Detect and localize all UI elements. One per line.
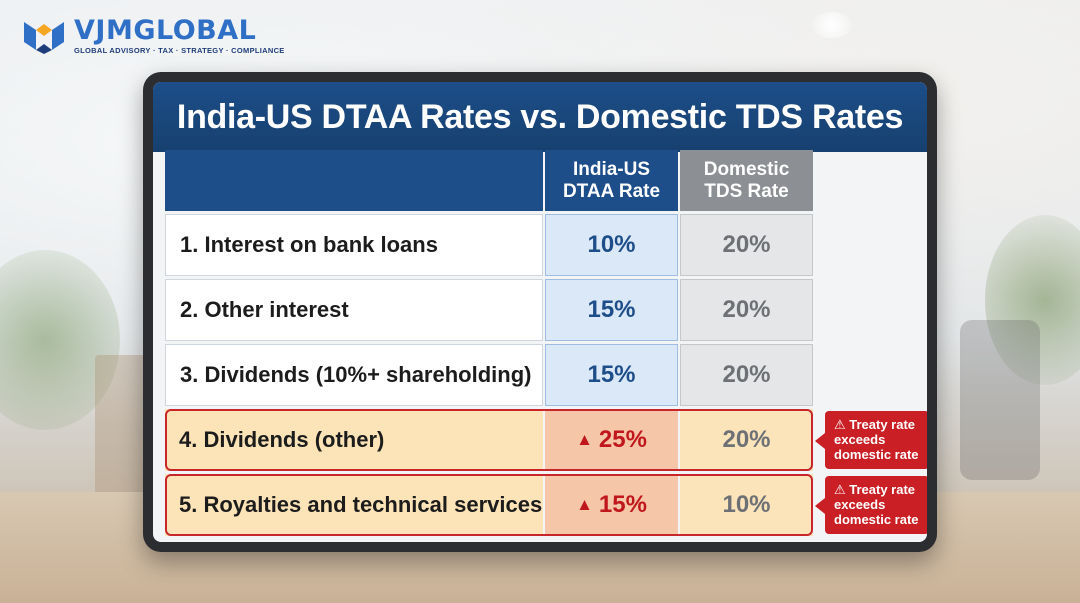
column-header-tds: Domestic TDS Rate [680,150,813,211]
background-plant-right [985,215,1080,385]
up-triangle-icon: ▲ [576,430,593,449]
up-triangle-icon: ▲ [576,495,593,514]
slide-title: India-US DTAA Rates vs. Domestic TDS Rat… [176,97,904,136]
brand-name: VJMGLOBAL [74,15,257,46]
tds-rate-cell: 20% [680,409,813,471]
table-header-label-cell [165,150,543,211]
warning-badge: ⚠ Treaty rate exceeds domestic rate [815,411,927,469]
dtaa-rate-cell: ▲ 15% [545,474,678,536]
brand-logo: VJMGLOBAL GLOBAL ADVISORY · TAX · STRATE… [20,16,285,56]
tds-rate-cell: 10% [680,474,813,536]
background-light [812,12,852,38]
logo-mark-icon [20,16,68,56]
tablet-screen: India-US DTAA Rates vs. Domestic TDS Rat… [153,82,927,542]
row-label: 1. Interest on bank loans [165,214,543,276]
dtaa-rate-cell: 15% [545,279,678,341]
background-plant-left [0,250,120,430]
warning-badge: ⚠ Treaty rate exceeds domestic rate [815,476,927,534]
tablet-device: India-US DTAA Rates vs. Domestic TDS Rat… [143,72,937,552]
tds-rate-cell: 20% [680,214,813,276]
column-header-dtaa: India-US DTAA Rate [545,150,678,211]
dtaa-rate-cell: 15% [545,344,678,406]
title-bar: India-US DTAA Rates vs. Domestic TDS Rat… [153,82,927,152]
row-label: 5. Royalties and technical services [165,474,543,536]
row-label: 3. Dividends (10%+ shareholding) [165,344,543,406]
dtaa-rate-cell: 10% [545,214,678,276]
row-label: 4. Dividends (other) [165,409,543,471]
dtaa-rate-cell: ▲ 25% [545,409,678,471]
brand-tagline: GLOBAL ADVISORY · TAX · STRATEGY · COMPL… [74,46,285,55]
background-chair [960,320,1040,480]
tds-rate-cell: 20% [680,279,813,341]
tds-rate-cell: 20% [680,344,813,406]
row-label: 2. Other interest [165,279,543,341]
